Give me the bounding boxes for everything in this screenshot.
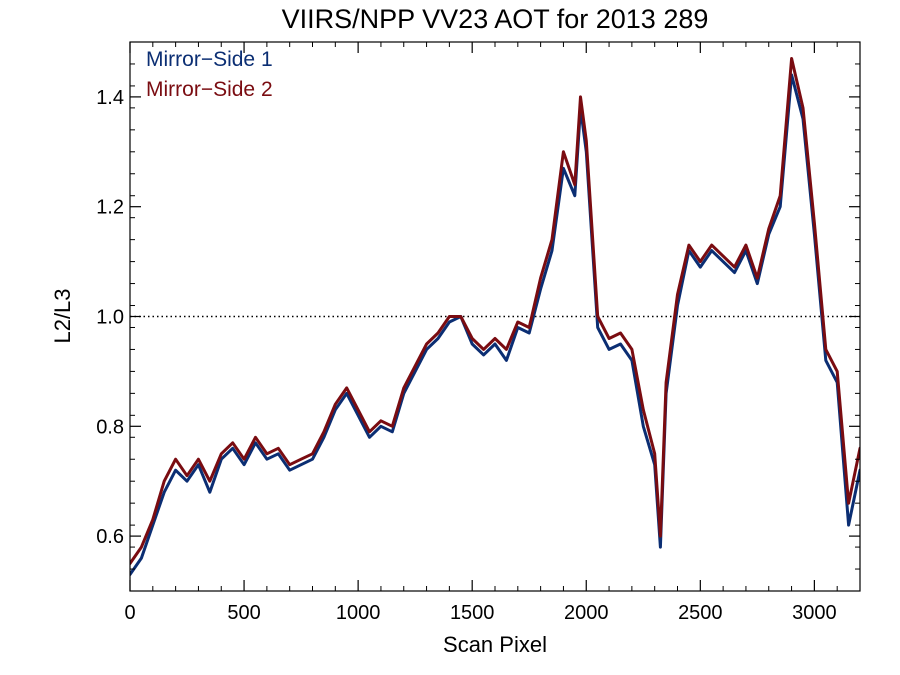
y-tick-label: 0.8 bbox=[96, 416, 124, 438]
y-tick-label: 1.0 bbox=[96, 307, 124, 329]
x-tick-label: 3000 bbox=[792, 602, 837, 624]
x-tick-label: 500 bbox=[227, 602, 260, 624]
x-tick-label: 1000 bbox=[336, 602, 381, 624]
series-line-2 bbox=[130, 57, 860, 565]
chart-title: VIIRS/NPP VV23 AOT for 2013 289 bbox=[282, 4, 709, 34]
axis-ticks bbox=[129, 42, 860, 591]
y-tick-label: 1.4 bbox=[96, 87, 124, 109]
legend-entry-mirror-side-1: Mirror−Side 1 bbox=[146, 48, 273, 71]
y-tick-label: 1.2 bbox=[96, 197, 124, 219]
y-tick-label: 0.6 bbox=[96, 526, 124, 548]
legend: Mirror−Side 1 Mirror−Side 2 bbox=[146, 48, 273, 101]
x-tick-label: 2000 bbox=[564, 602, 609, 624]
x-tick-label: 2500 bbox=[678, 602, 723, 624]
series-group bbox=[130, 57, 860, 576]
x-tick-label: 1500 bbox=[450, 602, 495, 624]
series-line-1 bbox=[130, 73, 860, 576]
y-axis-label: L2/L3 bbox=[50, 288, 75, 343]
plot-area bbox=[130, 57, 860, 576]
legend-entry-mirror-side-2: Mirror−Side 2 bbox=[146, 78, 273, 101]
x-tick-label: 0 bbox=[124, 602, 135, 624]
tick-labels: 0 500 1000 1500 2000 2500 3000 0.6 0.8 1.0 1.2 1.4 bbox=[96, 87, 836, 624]
x-axis-label: Scan Pixel bbox=[443, 632, 547, 657]
